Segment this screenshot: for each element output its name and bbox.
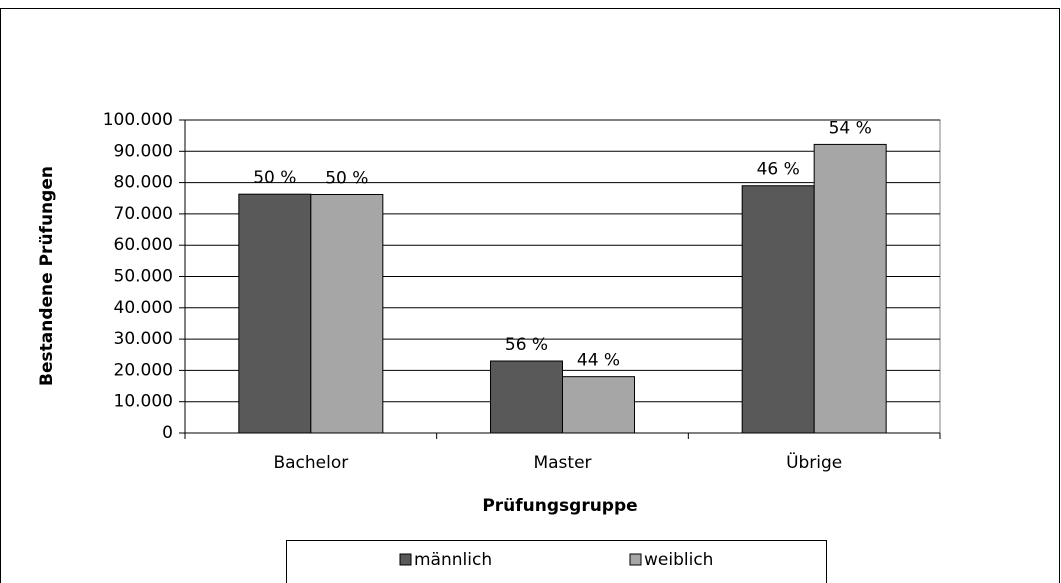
y-tick-label: 80.000: [114, 173, 173, 193]
y-tick-label: 30.000: [114, 329, 173, 349]
y-tick-label: 0: [162, 423, 173, 443]
legend-label: weiblich: [644, 550, 713, 570]
x-tick-label: Master: [533, 453, 591, 473]
data-label: 56 %: [505, 335, 548, 355]
data-label: 50 %: [325, 168, 368, 188]
y-tick-label: 20.000: [114, 360, 173, 380]
bar: [813, 143, 887, 434]
y-tick-label: 70.000: [114, 204, 173, 224]
y-tick-label: 60.000: [114, 235, 173, 255]
bar: [238, 193, 312, 434]
data-label: 46 %: [757, 160, 800, 180]
legend-label: männlich: [414, 550, 492, 570]
bar: [490, 360, 563, 434]
y-tick-label: 90.000: [114, 141, 173, 161]
x-tick-label: Übrige: [786, 451, 842, 473]
bar: [310, 193, 384, 434]
bar: [741, 185, 815, 434]
x-tick-label: Bachelor: [273, 453, 348, 473]
data-label: 44 %: [577, 351, 620, 371]
legend-swatch: [399, 553, 412, 566]
legend-box: [286, 540, 827, 583]
y-tick-label: 50.000: [114, 267, 173, 287]
y-tick-label: 40.000: [114, 298, 173, 318]
legend-swatch: [629, 553, 642, 566]
y-tick-label: 10.000: [114, 392, 173, 412]
y-tick-label: 100.000: [103, 110, 173, 130]
y-axis-title: Bestandene Prüfungen: [37, 166, 57, 386]
bar: [562, 376, 635, 434]
data-label: 54 %: [829, 118, 872, 138]
x-axis-title: Prüfungsgruppe: [482, 496, 637, 516]
data-label: 50 %: [253, 168, 296, 188]
